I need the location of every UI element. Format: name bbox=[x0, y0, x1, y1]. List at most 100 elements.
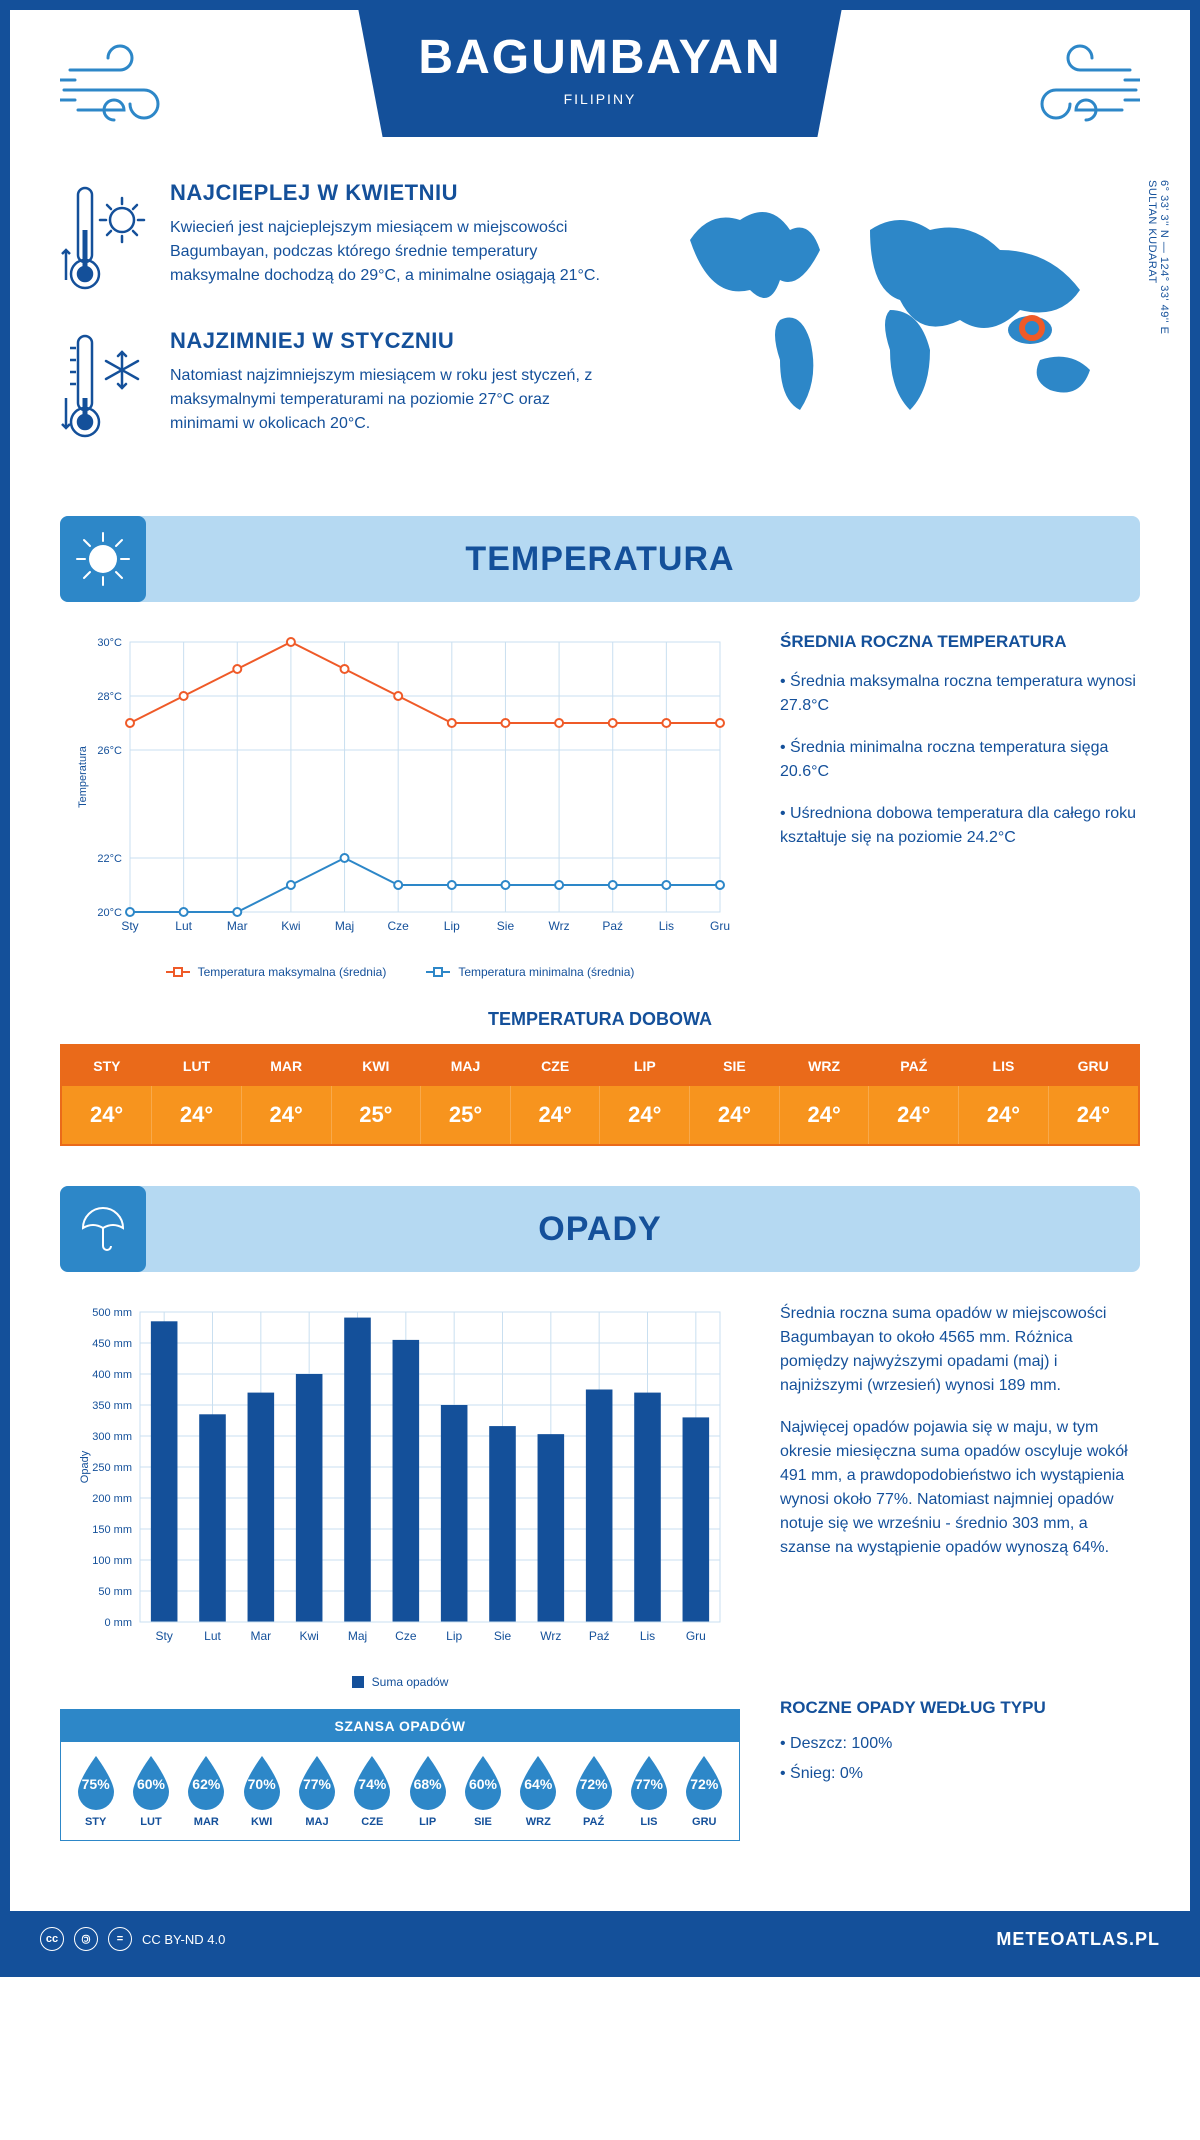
chance-value: 77% bbox=[622, 1776, 675, 1792]
chance-cell: 74% CZE bbox=[346, 1754, 399, 1828]
daily-temp-cell: 24° bbox=[61, 1086, 152, 1145]
daily-month-header: WRZ bbox=[779, 1045, 869, 1086]
svg-text:Wrz: Wrz bbox=[549, 919, 570, 933]
chance-month: PAŹ bbox=[567, 1816, 620, 1828]
daily-temp-cell: 24° bbox=[152, 1086, 242, 1145]
daily-month-header: STY bbox=[61, 1045, 152, 1086]
chance-month: GRU bbox=[678, 1816, 731, 1828]
chance-cell: 72% PAŹ bbox=[567, 1754, 620, 1828]
legend-precip: Suma opadów bbox=[352, 1675, 449, 1689]
chance-cell: 72% GRU bbox=[678, 1754, 731, 1828]
page-subtitle: FILIPINY bbox=[418, 91, 781, 107]
chance-month: LIP bbox=[401, 1816, 454, 1828]
daily-month-header: LIP bbox=[600, 1045, 690, 1086]
umbrella-icon bbox=[76, 1202, 130, 1256]
summary-row: NAJCIEPLEJ W KWIETNIU Kwiecień jest najc… bbox=[60, 180, 1140, 476]
footer: cc 🄯 = CC BY-ND 4.0 METEOATLAS.PL bbox=[10, 1911, 1190, 1967]
precip-type-rain: • Deszcz: 100% bbox=[780, 1732, 1140, 1756]
svg-text:Sty: Sty bbox=[121, 919, 138, 933]
svg-text:Maj: Maj bbox=[348, 1629, 367, 1643]
legend-max: Temperatura maksymalna (średnia) bbox=[166, 965, 387, 979]
wind-icon-right bbox=[1000, 40, 1140, 140]
sun-icon bbox=[73, 529, 133, 589]
daily-temp-cell: 25° bbox=[331, 1086, 421, 1145]
raindrop-icon: 75% bbox=[69, 1754, 122, 1810]
svg-text:300 mm: 300 mm bbox=[92, 1431, 132, 1443]
chance-month: KWI bbox=[235, 1816, 288, 1828]
daily-temp-cell: 24° bbox=[600, 1086, 690, 1145]
svg-text:Kwi: Kwi bbox=[299, 1629, 318, 1643]
daily-temp-title: TEMPERATURA DOBOWA bbox=[60, 1009, 1140, 1030]
svg-text:Sie: Sie bbox=[497, 919, 515, 933]
page-title: BAGUMBAYAN bbox=[418, 30, 781, 85]
warmest-block: NAJCIEPLEJ W KWIETNIU Kwiecień jest najc… bbox=[60, 180, 620, 300]
daily-temp-cell: 24° bbox=[869, 1086, 959, 1145]
chance-title: SZANSA OPADÓW bbox=[61, 1710, 739, 1742]
annual-b1: • Średnia maksymalna roczna temperatura … bbox=[780, 670, 1140, 718]
chance-month: STY bbox=[69, 1816, 122, 1828]
temperature-line-chart: 20°C22°C26°C28°C30°CStyLutMarKwiMajCzeLi… bbox=[60, 632, 740, 979]
daily-temp-cell: 25° bbox=[421, 1086, 511, 1145]
chance-cell: 68% LIP bbox=[401, 1754, 454, 1828]
svg-text:Lut: Lut bbox=[204, 1629, 221, 1643]
daily-month-header: PAŹ bbox=[869, 1045, 959, 1086]
temperature-heading: TEMPERATURA bbox=[146, 540, 1140, 579]
chance-cell: 75% STY bbox=[69, 1754, 122, 1828]
svg-text:150 mm: 150 mm bbox=[92, 1524, 132, 1536]
svg-text:Temperatura: Temperatura bbox=[77, 745, 89, 808]
svg-text:Wrz: Wrz bbox=[540, 1629, 561, 1643]
cc-icon: cc bbox=[40, 1927, 64, 1951]
svg-text:400 mm: 400 mm bbox=[92, 1369, 132, 1381]
svg-text:Kwi: Kwi bbox=[281, 919, 300, 933]
raindrop-icon: 77% bbox=[290, 1754, 343, 1810]
chance-value: 70% bbox=[235, 1776, 288, 1792]
raindrop-icon: 72% bbox=[567, 1754, 620, 1810]
svg-text:Sie: Sie bbox=[494, 1629, 512, 1643]
raindrop-icon: 68% bbox=[401, 1754, 454, 1810]
chance-month: LUT bbox=[124, 1816, 177, 1828]
coords-region: SULTAN KUDARAT bbox=[1146, 180, 1158, 284]
nd-icon: = bbox=[108, 1927, 132, 1951]
raindrop-icon: 62% bbox=[180, 1754, 233, 1810]
svg-text:Opady: Opady bbox=[79, 1450, 91, 1483]
annual-b3: • Uśredniona dobowa temperatura dla całe… bbox=[780, 802, 1140, 850]
raindrop-icon: 64% bbox=[512, 1754, 565, 1810]
annual-temp-info: ŚREDNIA ROCZNA TEMPERATURA • Średnia mak… bbox=[780, 632, 1140, 979]
annual-title: ŚREDNIA ROCZNA TEMPERATURA bbox=[780, 632, 1140, 652]
daily-month-header: MAJ bbox=[421, 1045, 511, 1086]
svg-text:20°C: 20°C bbox=[97, 907, 122, 919]
coordinates: 6° 33' 3'' N — 124° 33' 49'' E SULTAN KU… bbox=[1146, 180, 1170, 334]
precip-bar-chart: 0 mm50 mm100 mm150 mm200 mm250 mm300 mm3… bbox=[60, 1302, 740, 1841]
warmest-title: NAJCIEPLEJ W KWIETNIU bbox=[170, 180, 620, 206]
svg-text:100 mm: 100 mm bbox=[92, 1555, 132, 1567]
warmest-text: Kwiecień jest najcieplejszym miesiącem w… bbox=[170, 216, 620, 288]
thermometer-hot-icon bbox=[60, 180, 150, 300]
daily-temp-cell: 24° bbox=[690, 1086, 780, 1145]
daily-month-header: LIS bbox=[959, 1045, 1049, 1086]
chance-month: CZE bbox=[346, 1816, 399, 1828]
svg-text:Gru: Gru bbox=[686, 1629, 706, 1643]
daily-month-header: MAR bbox=[241, 1045, 331, 1086]
daily-temp-cell: 24° bbox=[1048, 1086, 1139, 1145]
svg-text:Lip: Lip bbox=[446, 1629, 462, 1643]
raindrop-icon: 60% bbox=[456, 1754, 509, 1810]
temperature-section-bar: TEMPERATURA bbox=[60, 516, 1140, 602]
chance-value: 72% bbox=[567, 1776, 620, 1792]
daily-temp-cell: 24° bbox=[959, 1086, 1049, 1145]
precip-section-bar: OPADY bbox=[60, 1186, 1140, 1272]
chance-cell: 70% KWI bbox=[235, 1754, 288, 1828]
chance-value: 60% bbox=[456, 1776, 509, 1792]
chance-value: 74% bbox=[346, 1776, 399, 1792]
raindrop-icon: 74% bbox=[346, 1754, 399, 1810]
legend-min: Temperatura minimalna (średnia) bbox=[426, 965, 634, 979]
daily-month-header: KWI bbox=[331, 1045, 421, 1086]
daily-month-header: GRU bbox=[1048, 1045, 1139, 1086]
daily-month-header: CZE bbox=[510, 1045, 600, 1086]
svg-text:Maj: Maj bbox=[335, 919, 354, 933]
coldest-title: NAJZIMNIEJ W STYCZNIU bbox=[170, 328, 620, 354]
svg-text:26°C: 26°C bbox=[97, 745, 122, 757]
raindrop-icon: 60% bbox=[124, 1754, 177, 1810]
precip-type-title: ROCZNE OPADY WEDŁUG TYPU bbox=[780, 1698, 1140, 1718]
precip-p2: Najwięcej opadów pojawia się w maju, w t… bbox=[780, 1416, 1140, 1560]
svg-text:Lip: Lip bbox=[444, 919, 460, 933]
